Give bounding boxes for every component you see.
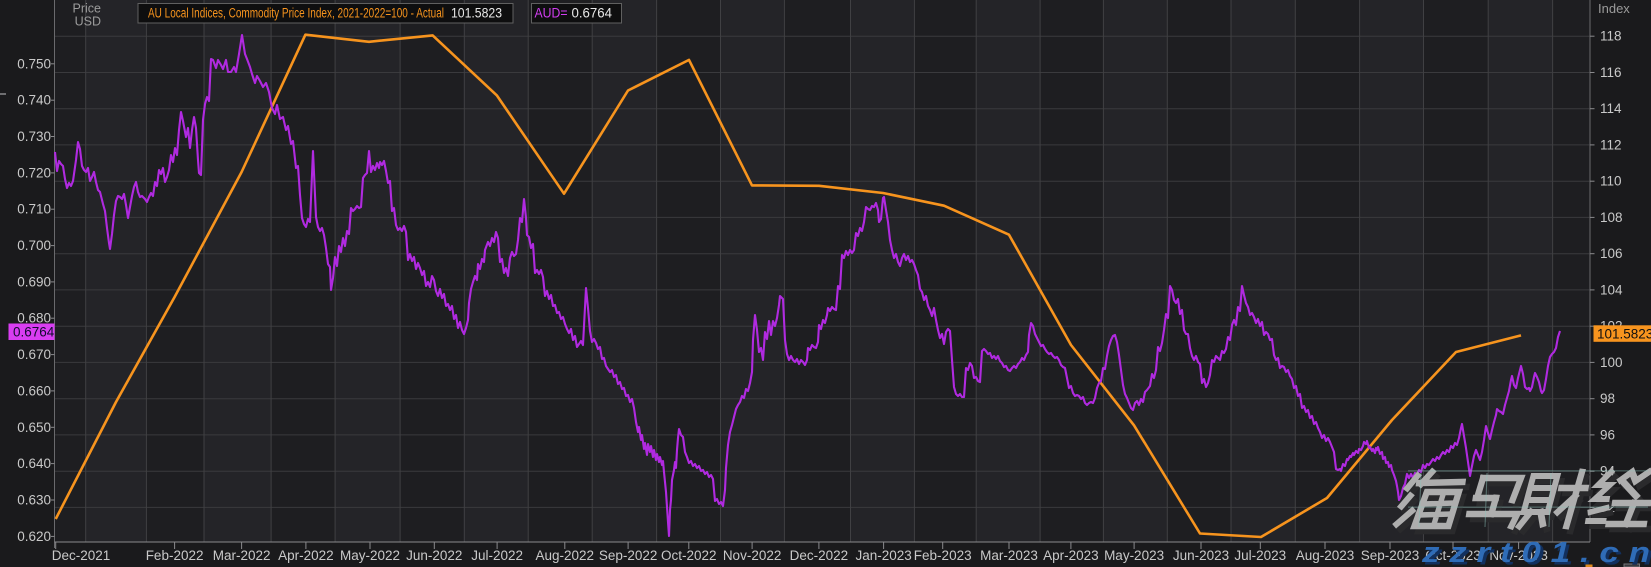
svg-text:118: 118: [1600, 29, 1622, 44]
svg-text:0.710: 0.710: [17, 202, 51, 217]
svg-text:Mar-2022: Mar-2022: [213, 548, 271, 563]
svg-text:0.750: 0.750: [17, 56, 51, 71]
svg-text:Dec-2021: Dec-2021: [52, 548, 111, 563]
svg-text:Jun-2023: Jun-2023: [1173, 548, 1229, 563]
svg-text:106: 106: [1600, 246, 1623, 261]
svg-text:Sep-2023: Sep-2023: [1361, 548, 1420, 563]
svg-text:98: 98: [1600, 391, 1615, 406]
svg-text:100: 100: [1600, 355, 1623, 370]
svg-text:104: 104: [1600, 282, 1623, 297]
svg-text:96: 96: [1600, 427, 1615, 442]
svg-text:108: 108: [1600, 210, 1623, 225]
svg-text:Nov-2023: Nov-2023: [1489, 548, 1548, 563]
svg-text:0.650: 0.650: [17, 420, 51, 435]
svg-text:Jan-2023: Jan-2023: [855, 548, 911, 563]
svg-text:Feb-2022: Feb-2022: [146, 548, 204, 563]
svg-text:0.690: 0.690: [17, 274, 51, 289]
svg-text:z z r t 0 1 . c n: z z r t 0 1 . c n: [1421, 537, 1650, 567]
svg-text:Apr-2023: Apr-2023: [1043, 548, 1099, 563]
svg-text:Mar-2023: Mar-2023: [980, 548, 1038, 563]
svg-text:AUD=: AUD=: [535, 6, 568, 21]
svg-text:0.640: 0.640: [17, 456, 51, 471]
svg-text:May-2022: May-2022: [340, 548, 400, 563]
svg-text:116: 116: [1600, 65, 1622, 80]
svg-text:0.700: 0.700: [17, 238, 51, 253]
svg-text:110: 110: [1600, 174, 1622, 189]
svg-text:Dec-2022: Dec-2022: [790, 548, 849, 563]
svg-text:0.670: 0.670: [17, 347, 51, 362]
svg-text:101.5823: 101.5823: [1597, 326, 1651, 341]
svg-text:AU Local Indices, Commodity Pr: AU Local Indices, Commodity Price Index,…: [148, 6, 444, 21]
svg-text:Aug-2022: Aug-2022: [536, 548, 595, 563]
svg-text:Jun-2022: Jun-2022: [406, 548, 462, 563]
svg-text:0.680: 0.680: [17, 311, 51, 326]
svg-text:0.740: 0.740: [17, 93, 51, 108]
svg-text:Apr-2022: Apr-2022: [278, 548, 334, 563]
svg-text:Sep-2022: Sep-2022: [599, 548, 658, 563]
svg-text:Jul-2022: Jul-2022: [471, 548, 523, 563]
svg-text:0.6764: 0.6764: [572, 6, 613, 21]
svg-text:101.5823: 101.5823: [451, 6, 502, 21]
svg-text:112: 112: [1600, 137, 1622, 152]
svg-text:0.6764: 0.6764: [13, 325, 55, 340]
svg-text:114: 114: [1600, 101, 1622, 116]
svg-text:Nov-2022: Nov-2022: [723, 548, 782, 563]
svg-text:0.630: 0.630: [17, 493, 51, 508]
svg-text:z z r t 0 1 . c n: z z r t 0 1 . c n: [1424, 540, 1651, 567]
svg-text:Index: Index: [1598, 1, 1630, 16]
svg-text:Oct-2023: Oct-2023: [1425, 548, 1481, 563]
svg-text:0.660: 0.660: [17, 383, 51, 398]
svg-text:0.730: 0.730: [17, 129, 51, 144]
svg-text:Aug-2023: Aug-2023: [1296, 548, 1355, 563]
svg-text:0.620: 0.620: [17, 529, 51, 544]
svg-text:Jul-2023: Jul-2023: [1234, 548, 1286, 563]
svg-text:USD: USD: [75, 15, 101, 29]
svg-text:0.720: 0.720: [17, 165, 51, 180]
svg-text:Feb-2023: Feb-2023: [914, 548, 972, 563]
svg-text:Price: Price: [73, 2, 102, 16]
svg-text:May-2023: May-2023: [1104, 548, 1164, 563]
svg-text:Oct-2022: Oct-2022: [661, 548, 717, 563]
